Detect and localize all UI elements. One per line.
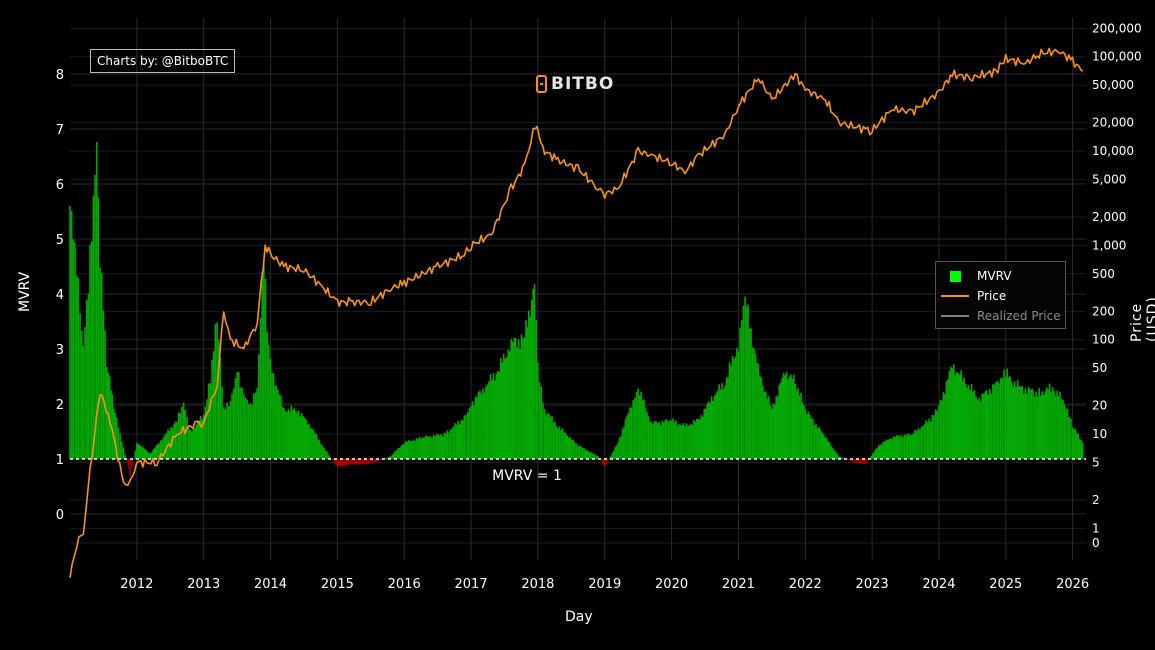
legend-label-mvrv: MVRV [977,269,1012,283]
y2-tick-label: 2,000 [1092,210,1126,224]
y-tick-label: 0 [56,508,64,523]
y2-tick-label: 20,000 [1092,116,1134,130]
y2-tick-label: 200 [1092,304,1115,318]
y2-tick-label: 5,000 [1092,172,1126,186]
y2-tick-label: 100 [1092,333,1115,347]
price-line [69,47,1084,578]
y2-axis-title: Price (USD) [1129,296,1155,342]
y-tick-label: 3 [56,343,64,358]
y2-tick-label: 100,000 [1092,50,1142,64]
price-swatch-icon [941,295,969,297]
x-tick-label: 2014 [254,577,287,592]
y2-tick-label: 50 [1092,361,1107,375]
y2-tick-label: 0 [1092,536,1100,550]
brand-logo: BITBO [536,74,614,94]
brand-text: BITBO [551,74,615,94]
y2-tick-label: 2 [1092,493,1100,507]
y2-tick-label: 5 [1092,455,1100,469]
legend-label-price: Price [977,289,1007,303]
y-tick-label: 8 [56,68,64,83]
y2-tick-label: 1 [1092,521,1100,535]
y-tick-label: 6 [56,178,64,193]
mvrv-one-label: MVRV = 1 [492,468,562,484]
mvrv-swatch-icon [949,270,961,282]
y2-tick-label: 200,000 [1092,21,1142,35]
realized-price-swatch-icon [941,315,969,317]
x-tick-label: 2025 [989,577,1022,592]
legend-item-mvrv[interactable]: MVRV [936,267,1065,285]
y-axis-title: MVRV [17,271,33,312]
x-tick-label: 2013 [187,577,220,592]
chart-credit: Charts by: @BitboBTC [90,49,236,73]
legend-label-realized-price: Realized Price [977,309,1061,323]
y-tick-label: 5 [56,233,64,248]
bitbo-logo-icon [536,75,547,93]
y-tick-label: 4 [56,288,64,303]
x-tick-label: 2020 [655,577,688,592]
y2-tick-label: 500 [1092,267,1115,281]
x-tick-label: 2016 [388,577,421,592]
y-tick-label: 1 [56,453,64,468]
y2-tick-label: 20 [1092,399,1107,413]
x-tick-label: 2022 [789,577,822,592]
x-tick-label: 2023 [856,577,889,592]
y2-tick-label: 1,000 [1092,238,1126,252]
x-tick-label: 2024 [922,577,955,592]
y2-tick-label: 10,000 [1092,144,1134,158]
x-tick-label: 2012 [120,577,153,592]
x-tick-label: 2021 [722,577,755,592]
x-tick-label: 2015 [321,577,354,592]
legend-item-price[interactable]: Price [936,287,1065,305]
x-tick-label: 2019 [588,577,621,592]
legend[interactable]: MVRV Price Realized Price [935,261,1066,329]
x-tick-label: 2017 [455,577,488,592]
y2-tick-label: 50,000 [1092,78,1134,92]
x-tick-label: 2026 [1056,577,1089,592]
y-tick-label: 2 [56,398,64,413]
y2-tick-label: 10 [1092,427,1107,441]
legend-item-realized-price[interactable]: Realized Price [936,307,1065,325]
x-axis-title: Day [565,609,593,625]
y-tick-label: 7 [56,123,64,138]
x-tick-label: 2018 [521,577,554,592]
